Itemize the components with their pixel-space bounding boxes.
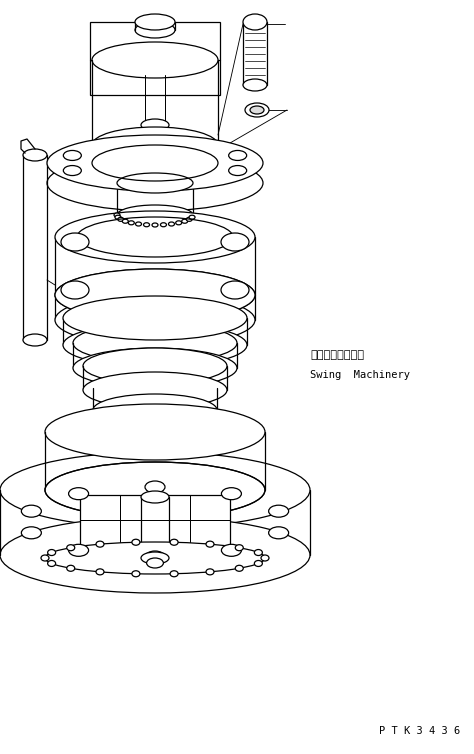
Ellipse shape xyxy=(245,103,269,117)
Ellipse shape xyxy=(250,106,264,114)
Ellipse shape xyxy=(132,571,140,577)
Ellipse shape xyxy=(135,14,175,30)
Ellipse shape xyxy=(132,539,140,545)
Ellipse shape xyxy=(235,544,243,550)
Ellipse shape xyxy=(92,42,218,78)
Ellipse shape xyxy=(243,14,267,30)
Ellipse shape xyxy=(83,348,227,384)
Text: スイングマシナリ: スイングマシナリ xyxy=(310,350,364,360)
Ellipse shape xyxy=(63,296,247,340)
Ellipse shape xyxy=(228,151,246,161)
Ellipse shape xyxy=(114,213,120,217)
Ellipse shape xyxy=(93,414,217,446)
Ellipse shape xyxy=(83,372,227,408)
Ellipse shape xyxy=(118,217,124,222)
Ellipse shape xyxy=(161,222,166,227)
Ellipse shape xyxy=(67,544,75,550)
Ellipse shape xyxy=(69,544,89,556)
Ellipse shape xyxy=(55,211,255,263)
Text: P T K 3 4 3 6: P T K 3 4 3 6 xyxy=(379,726,460,736)
Ellipse shape xyxy=(117,205,193,225)
Ellipse shape xyxy=(47,155,263,211)
Ellipse shape xyxy=(73,348,237,388)
Ellipse shape xyxy=(182,219,188,223)
Ellipse shape xyxy=(61,233,89,251)
Ellipse shape xyxy=(228,166,246,176)
Ellipse shape xyxy=(64,166,82,176)
Ellipse shape xyxy=(206,569,214,575)
Ellipse shape xyxy=(141,552,169,564)
Ellipse shape xyxy=(45,404,265,460)
Ellipse shape xyxy=(269,505,289,517)
Ellipse shape xyxy=(235,566,243,572)
Ellipse shape xyxy=(96,569,104,575)
Ellipse shape xyxy=(67,566,75,572)
Ellipse shape xyxy=(189,215,195,219)
Ellipse shape xyxy=(135,22,175,38)
Bar xyxy=(80,495,230,555)
Ellipse shape xyxy=(145,551,165,563)
Ellipse shape xyxy=(221,544,241,556)
Ellipse shape xyxy=(47,560,55,566)
Ellipse shape xyxy=(206,541,214,547)
Ellipse shape xyxy=(145,481,165,493)
Ellipse shape xyxy=(47,135,263,191)
Ellipse shape xyxy=(73,323,237,363)
Ellipse shape xyxy=(115,215,121,219)
Ellipse shape xyxy=(93,372,217,404)
Ellipse shape xyxy=(92,127,218,163)
Ellipse shape xyxy=(221,488,241,500)
Ellipse shape xyxy=(176,221,182,225)
Ellipse shape xyxy=(269,527,289,539)
Ellipse shape xyxy=(23,149,47,161)
Ellipse shape xyxy=(255,550,263,556)
Ellipse shape xyxy=(55,269,255,321)
Ellipse shape xyxy=(64,151,82,161)
Ellipse shape xyxy=(0,452,310,528)
Ellipse shape xyxy=(170,571,178,577)
Ellipse shape xyxy=(117,173,193,193)
Ellipse shape xyxy=(243,79,267,91)
Ellipse shape xyxy=(21,505,41,517)
Ellipse shape xyxy=(0,517,310,593)
Ellipse shape xyxy=(128,221,134,225)
Ellipse shape xyxy=(41,555,49,561)
Ellipse shape xyxy=(141,491,169,503)
Ellipse shape xyxy=(144,222,149,227)
Ellipse shape xyxy=(170,539,178,545)
Bar xyxy=(90,22,220,95)
Ellipse shape xyxy=(186,217,192,222)
Ellipse shape xyxy=(93,394,217,426)
Ellipse shape xyxy=(96,541,104,547)
Ellipse shape xyxy=(55,294,255,346)
Ellipse shape xyxy=(45,542,265,574)
Ellipse shape xyxy=(221,281,249,299)
Ellipse shape xyxy=(136,222,142,226)
Ellipse shape xyxy=(45,462,265,518)
Ellipse shape xyxy=(55,269,255,321)
Ellipse shape xyxy=(23,334,47,346)
Ellipse shape xyxy=(261,555,269,561)
Ellipse shape xyxy=(21,527,41,539)
Ellipse shape xyxy=(47,550,55,556)
Text: Swing  Machinery: Swing Machinery xyxy=(310,370,410,380)
Ellipse shape xyxy=(63,323,247,367)
Ellipse shape xyxy=(221,233,249,251)
Ellipse shape xyxy=(61,281,89,299)
Ellipse shape xyxy=(69,488,89,500)
Ellipse shape xyxy=(152,223,158,227)
Ellipse shape xyxy=(122,219,128,223)
Ellipse shape xyxy=(255,560,263,566)
Ellipse shape xyxy=(168,222,174,226)
Ellipse shape xyxy=(146,558,164,568)
Ellipse shape xyxy=(141,119,169,131)
